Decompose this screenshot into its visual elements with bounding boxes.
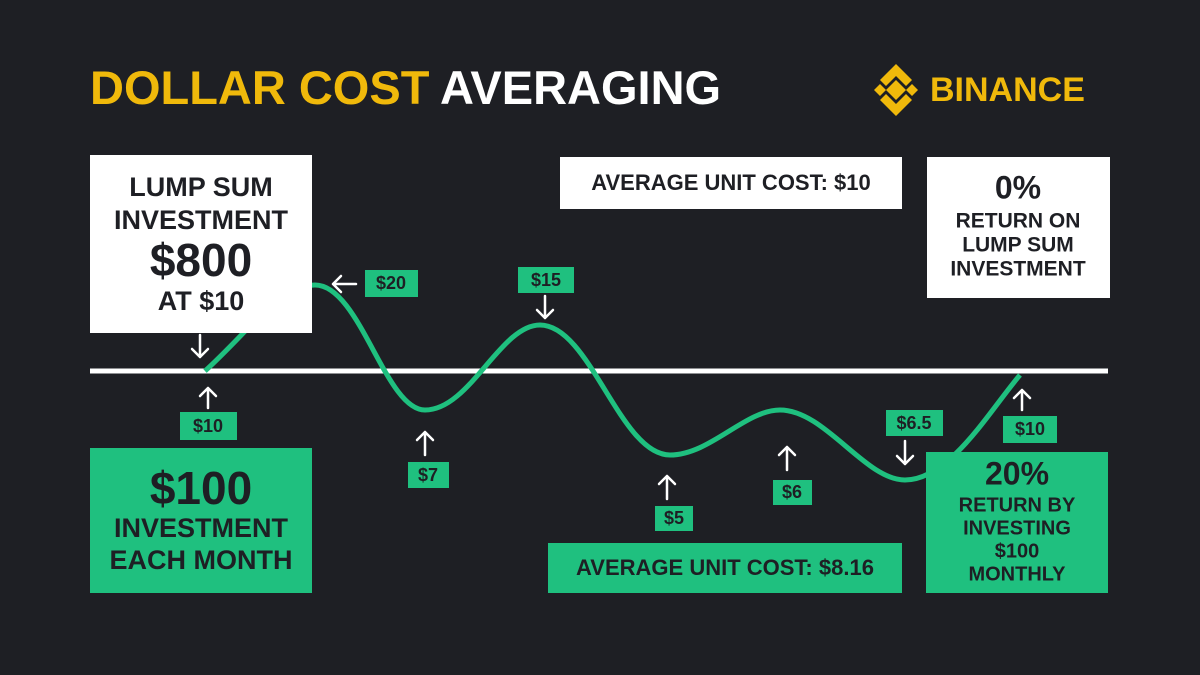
price-box xyxy=(180,412,237,440)
price-box xyxy=(518,267,574,293)
title-highlight: DOLLAR COST xyxy=(90,61,430,114)
monthly-line: EACH MONTH xyxy=(110,545,293,575)
arrows xyxy=(190,274,1032,501)
title: DOLLAR COST AVERAGING xyxy=(90,61,721,114)
price-box xyxy=(408,462,449,488)
lump-sum-box xyxy=(90,155,312,333)
monthly-average: AVERAGE UNIT COST: $8.16 xyxy=(576,555,874,580)
monthly-average-box xyxy=(548,543,902,593)
monthly-return-line: INVESTING xyxy=(963,517,1071,539)
lump-sum-amount: $800 xyxy=(150,234,252,286)
lump-return-box xyxy=(927,157,1110,298)
lump-sum-line: INVESTMENT xyxy=(114,205,289,235)
price-label: $20 xyxy=(376,273,406,293)
lump-return-pct: 0% xyxy=(995,169,1041,205)
logo-mark xyxy=(874,64,918,116)
price-box xyxy=(365,270,418,297)
monthly-box xyxy=(90,448,312,593)
lump-sum-line: AT $10 xyxy=(158,286,245,316)
lump-sum-line: LUMP SUM xyxy=(129,172,273,202)
price-curve xyxy=(203,282,1022,483)
price-label: $6.5 xyxy=(896,413,931,433)
monthly-return-pct: 20% xyxy=(985,455,1049,491)
price-label: $10 xyxy=(193,416,223,436)
price-box xyxy=(655,506,693,531)
monthly-amount: $100 xyxy=(150,462,252,514)
logo-text: BINANCE xyxy=(930,71,1085,109)
lump-average: AVERAGE UNIT COST: $10 xyxy=(591,170,871,195)
monthly-return-box xyxy=(926,452,1108,593)
monthly-line: INVESTMENT xyxy=(114,513,289,543)
price-label: $5 xyxy=(664,508,684,528)
price-box xyxy=(886,410,943,436)
monthly-return-line: $100 xyxy=(995,540,1040,562)
lump-return-line: LUMP SUM xyxy=(962,234,1074,257)
lump-return-line: INVESTMENT xyxy=(950,258,1086,281)
price-label: $7 xyxy=(418,465,438,485)
lump-return-line: RETURN ON xyxy=(956,210,1081,233)
price-labels: $10 $20 $7 $15 $5 $6 $6.5 $10 xyxy=(180,267,1057,531)
lump-average-box xyxy=(560,157,902,209)
price-label: $10 xyxy=(1015,419,1045,439)
price-box xyxy=(773,480,812,505)
price-box xyxy=(1003,416,1057,443)
title-rest: AVERAGING xyxy=(440,61,721,114)
price-label: $6 xyxy=(782,482,802,502)
price-label: $15 xyxy=(531,270,561,290)
monthly-return-line: RETURN BY xyxy=(959,494,1076,516)
monthly-return-line: MONTHLY xyxy=(968,563,1066,585)
